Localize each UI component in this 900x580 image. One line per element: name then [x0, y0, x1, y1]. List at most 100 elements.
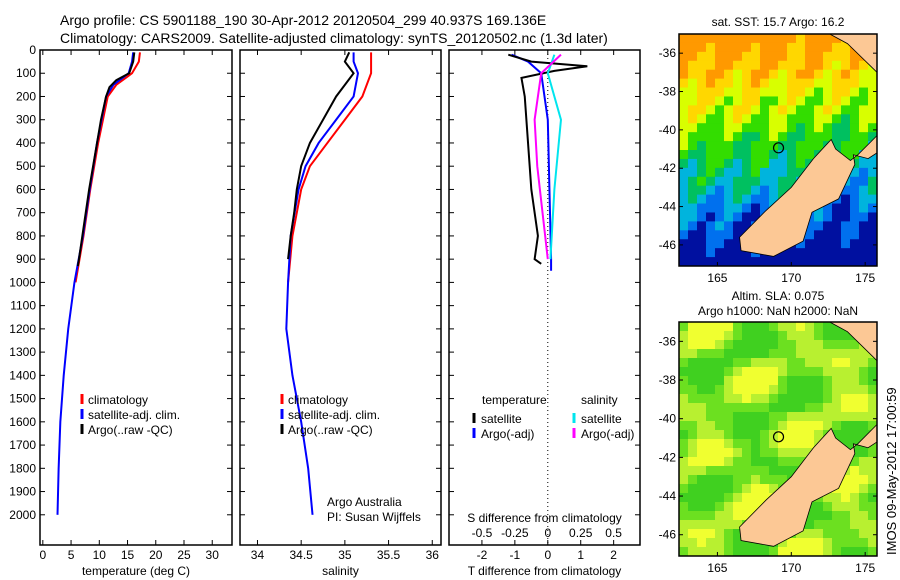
map-cell [859, 475, 869, 485]
map-cell [769, 34, 779, 44]
map-cell [769, 439, 779, 449]
map-cell [814, 123, 824, 133]
map-cell [715, 185, 725, 196]
series-line-satellite-adj-clim- [285, 52, 360, 515]
map-cell [724, 78, 734, 89]
map-cell [859, 176, 869, 187]
x2-tick-label: -0.5 [472, 526, 493, 540]
map-cell [751, 412, 761, 422]
map-cell [706, 87, 716, 97]
map-cell [679, 448, 689, 458]
map-cell [805, 257, 815, 267]
map-cell [751, 42, 761, 53]
map-cell [850, 221, 860, 231]
map-cell [706, 511, 716, 521]
map-cell [724, 331, 734, 341]
map-cell [697, 439, 707, 449]
x-tick-label: 1 [577, 548, 584, 562]
map-cell [697, 114, 707, 124]
map-cell [805, 34, 815, 44]
map-cell [814, 69, 824, 80]
map-cell [814, 349, 824, 359]
map-cell [724, 529, 734, 539]
map-cell [769, 123, 779, 133]
map-cell [823, 221, 833, 231]
map-cell [823, 230, 833, 240]
map-cell [706, 239, 716, 249]
map-cell [706, 257, 716, 267]
map-cell [850, 394, 860, 404]
map-cell [868, 123, 878, 133]
map-cell [688, 457, 698, 467]
map-cell [724, 430, 734, 440]
map-cell [796, 150, 806, 160]
map-cell [859, 194, 869, 205]
map-cell [868, 412, 878, 422]
map-cell [751, 475, 761, 485]
map-cell [679, 394, 689, 404]
map-cell [859, 376, 869, 386]
map-cell [679, 96, 689, 106]
y-tick-label: 0 [29, 43, 36, 57]
y-tick-label: 1600 [9, 415, 36, 429]
map-cell [679, 221, 689, 231]
map-cell [679, 257, 689, 267]
map-cell [679, 87, 689, 97]
map-cell [796, 457, 806, 467]
map-cell [697, 185, 707, 196]
map-cell [742, 221, 752, 231]
map-cell [823, 502, 833, 512]
map-cell [868, 538, 878, 548]
map-cell [859, 385, 869, 395]
map-cell [859, 212, 869, 222]
map-cell [742, 538, 752, 548]
map-cell [787, 132, 797, 142]
map-cell [679, 230, 689, 240]
map-cell [868, 96, 878, 106]
map-cell [841, 430, 851, 440]
y-tick-label: 400 [16, 136, 36, 150]
map-cell [697, 376, 707, 386]
map-cell [706, 394, 716, 404]
map-cell [787, 69, 797, 80]
map-cell [859, 547, 869, 557]
map-cell [787, 322, 797, 332]
map-cell [796, 141, 806, 151]
map-cell [715, 331, 725, 341]
map-cell [841, 358, 851, 368]
map-cell [679, 466, 689, 476]
map-cell [814, 230, 824, 240]
map-cell [841, 212, 851, 222]
map-cell [823, 331, 833, 341]
map-cell [733, 511, 743, 521]
map-cell [742, 150, 752, 160]
map-cell [805, 230, 815, 240]
map-cell [751, 167, 761, 178]
map-cell [760, 322, 770, 332]
series-line-satellite-adj-clim- [56, 52, 135, 515]
map-cell [679, 520, 689, 530]
map-cell [850, 484, 860, 494]
map-cell [823, 358, 833, 368]
map-cell [769, 42, 779, 53]
legend-label: Argo(-adj) [581, 427, 634, 441]
map-cell [688, 105, 698, 115]
map-cell [733, 430, 743, 440]
map-cell [697, 367, 707, 377]
map-cell [751, 158, 761, 169]
map-x-tick-label: 175 [855, 271, 875, 285]
map-cell [697, 34, 707, 44]
map-cell [859, 123, 869, 133]
map-cell [778, 322, 788, 332]
map-cell [814, 51, 824, 62]
map-cell [715, 51, 725, 62]
map-cell [832, 51, 842, 62]
map-cell [832, 547, 842, 557]
map-cell [832, 394, 842, 404]
panel-frame-salinity [239, 49, 442, 546]
map-cell [796, 78, 806, 89]
map-cell [805, 150, 815, 160]
map-cell [832, 385, 842, 395]
map-cell [859, 412, 869, 422]
map-cell [724, 412, 734, 422]
